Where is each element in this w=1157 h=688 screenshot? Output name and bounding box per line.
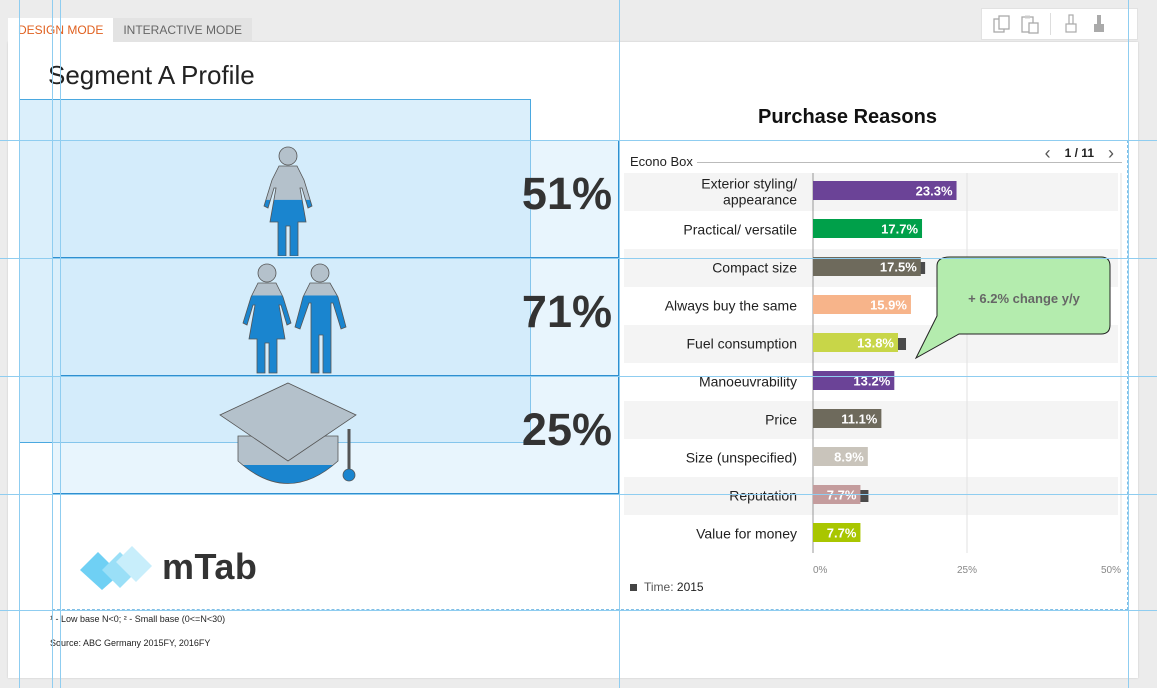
category-label: Always buy the same	[665, 298, 797, 314]
fill-level	[238, 465, 338, 484]
profile-percent-education: 25%	[521, 404, 612, 455]
bar-value-label: 23.3%	[916, 184, 953, 199]
mtab-logo-icon	[80, 546, 152, 590]
footnote-source: Source: ABC Germany 2015FY, 2016FY	[50, 638, 211, 648]
toolbar-separator	[1050, 13, 1051, 35]
female-person-icon	[263, 146, 313, 256]
group-divider	[630, 162, 1122, 163]
bar-value-label: 8.9%	[834, 450, 864, 465]
page-title: Segment A Profile	[48, 60, 255, 90]
x-tick-label: 0%	[813, 565, 828, 576]
callout-bubble	[915, 256, 1111, 360]
fill-level	[264, 199, 312, 256]
bar	[813, 371, 895, 390]
bar	[813, 257, 921, 276]
category-label: Size (unspecified)	[686, 450, 797, 466]
legend-value: 2015	[676, 580, 704, 594]
category-label: Fuel consumption	[686, 336, 797, 352]
brush-filled-icon[interactable]	[1085, 11, 1113, 37]
category-label: Value for money	[696, 526, 797, 542]
bar-value-label: 7.7%	[827, 488, 857, 503]
x-tick-label: 25%	[957, 565, 977, 576]
pager-label: 1 / 11	[1064, 146, 1094, 160]
paste-icon[interactable]	[1016, 11, 1044, 37]
bar	[813, 181, 957, 200]
bar-value-label: 15.9%	[870, 298, 907, 313]
bar	[813, 523, 861, 542]
bar	[813, 295, 911, 314]
couple-icon	[242, 263, 347, 374]
bar-value-label: 17.5%	[880, 260, 917, 275]
bar	[813, 447, 868, 466]
chart-title: Purchase Reasons	[758, 106, 937, 128]
bar-value-label: 13.2%	[853, 374, 890, 389]
bar-value-label: 7.7%	[827, 526, 857, 541]
bar-value-label: 17.7%	[881, 222, 918, 237]
brush-icon[interactable]	[1057, 11, 1085, 37]
bar	[813, 409, 882, 428]
category-label: Reputation	[729, 488, 797, 504]
fill-level	[243, 295, 346, 373]
bar-value-label: 11.1%	[841, 412, 878, 427]
legend-label: Time:	[644, 580, 674, 594]
category-label: Practical/ versatile	[683, 222, 797, 238]
category-label: Compact size	[712, 260, 797, 276]
profile-row-couple[interactable]	[60, 258, 619, 376]
change-callout[interactable]: + 6.2% change y/y	[915, 256, 1111, 360]
mode-tabs: DESIGN MODE INTERACTIVE MODE	[8, 18, 253, 42]
copy-icon[interactable]	[988, 11, 1016, 37]
row-background	[624, 477, 1118, 515]
chevron-left-icon[interactable]: ‹	[1044, 142, 1051, 163]
tab-interactive-mode[interactable]: INTERACTIVE MODE	[113, 18, 253, 42]
legend-time: Time: 2015	[630, 580, 704, 594]
bar-value-label: 13.8%	[857, 336, 894, 351]
group-label: Econo Box	[630, 154, 697, 169]
logo-text: mTab	[162, 546, 258, 587]
footnote-base: ¹ - Low base N<0; ² - Small base (0<=N<3…	[50, 614, 226, 624]
legend-swatch	[630, 584, 637, 591]
bar	[813, 219, 923, 238]
graduation-cap-icon	[219, 382, 357, 484]
callout-text: + 6.2% change y/y	[968, 290, 1080, 306]
profile-percent-couple: 71%	[521, 286, 612, 337]
category-label: Price	[765, 412, 797, 428]
chevron-right-icon[interactable]: ›	[1108, 142, 1114, 163]
profile-percent-female: 51%	[521, 168, 612, 219]
format-toolbar	[981, 8, 1138, 40]
profile-row-education[interactable]	[52, 376, 619, 494]
purchase-reasons-chart[interactable]: Econo Box ‹ 1 / 11 › 23.3% Exterior styli…	[622, 140, 1128, 610]
chart-plot: 23.3% Exterior styling/appearance 17.7% Pra…	[624, 173, 1122, 576]
category-label: Manoeuvrability	[699, 374, 797, 390]
tab-design-mode[interactable]: DESIGN MODE	[8, 18, 114, 42]
category-label: Exterior styling/appearance	[701, 176, 797, 208]
bar	[813, 333, 899, 352]
x-tick-label: 50%	[1101, 565, 1121, 576]
mtab-logo: mTab	[80, 544, 257, 590]
pager: ‹ 1 / 11 ›	[1039, 142, 1120, 163]
